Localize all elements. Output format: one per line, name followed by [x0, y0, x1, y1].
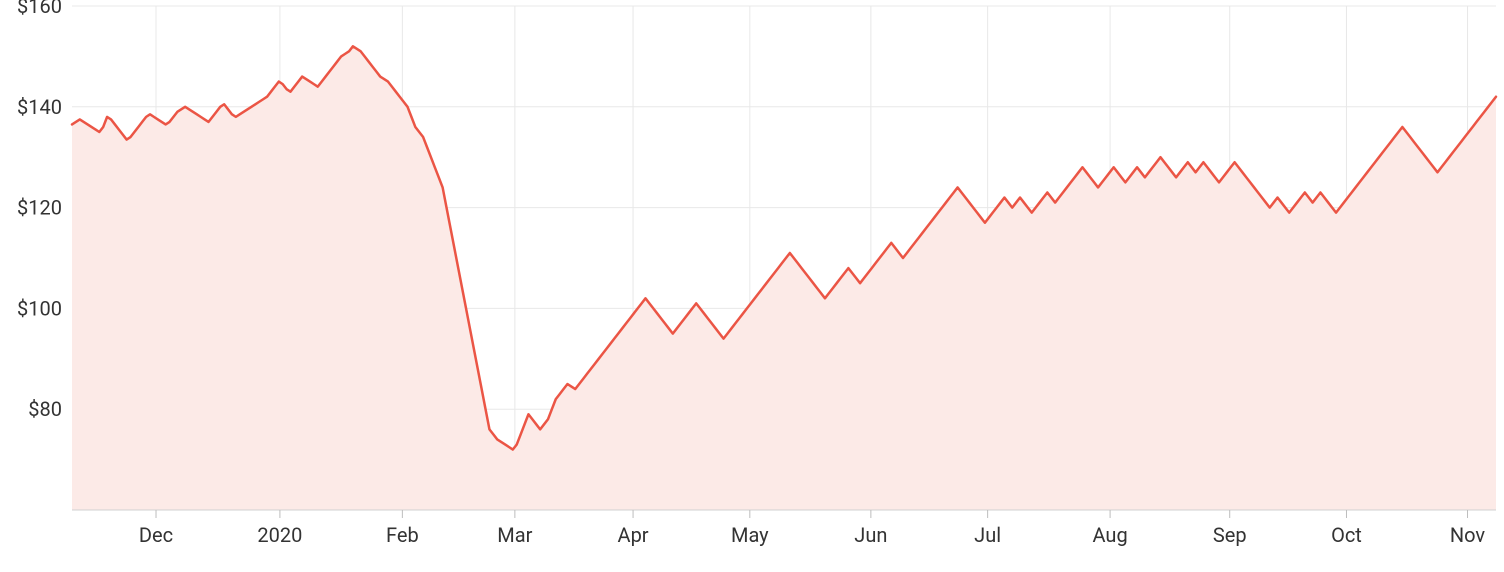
y-tick-label: $140 — [17, 95, 62, 119]
y-tick-label: $80 — [28, 397, 62, 421]
x-tick-label: Feb — [386, 523, 419, 547]
y-tick-label: $160 — [17, 0, 62, 18]
x-tick-label: Aug — [1092, 523, 1127, 547]
y-tick-label: $120 — [17, 196, 62, 220]
x-tick-label: Sep — [1213, 523, 1247, 547]
x-tick-label: Mar — [497, 523, 532, 547]
x-tick-label: Apr — [618, 523, 649, 547]
x-tick-label: Oct — [1331, 523, 1362, 547]
x-tick-label: 2020 — [257, 523, 302, 547]
x-tick-label: May — [731, 523, 769, 547]
x-tick-label: Nov — [1450, 523, 1486, 547]
x-tick-label: Jun — [854, 523, 887, 547]
chart-svg: $80 $100 $120 $140 $160 Dec 2020 Feb Mar Apr May Ju… — [0, 0, 1504, 572]
x-tick-label: Dec — [139, 523, 173, 547]
x-tick-label: Jul — [974, 523, 1001, 547]
y-tick-label: $100 — [17, 296, 62, 320]
price-chart: $80 $100 $120 $140 $160 Dec 2020 Feb Mar Apr May Ju… — [0, 0, 1504, 572]
